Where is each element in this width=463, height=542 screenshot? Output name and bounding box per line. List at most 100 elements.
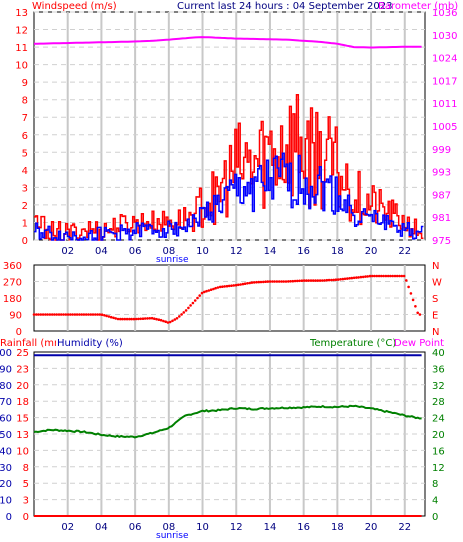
dir-tick-label: 180 bbox=[3, 294, 22, 305]
direction-point bbox=[57, 313, 61, 316]
panel3-rain-axis: 0 3 5 8 10 13 15 18 20 23 25 bbox=[16, 348, 29, 523]
x-tick-label: 12 bbox=[230, 522, 243, 533]
humidity-tick-label: 40 bbox=[0, 446, 12, 457]
x-tick-label: 22 bbox=[398, 246, 411, 257]
direction-point bbox=[37, 313, 40, 316]
direction-point bbox=[361, 275, 365, 279]
panel3-title-temperature: Temperature (°C) bbox=[309, 338, 396, 349]
x-tick-label: 06 bbox=[129, 246, 142, 257]
direction-point bbox=[330, 278, 333, 282]
barometer-line bbox=[33, 36, 422, 49]
direction-point bbox=[368, 274, 372, 278]
direction-point bbox=[155, 317, 158, 321]
direction-point bbox=[355, 276, 358, 279]
x-tick-label: 08 bbox=[162, 246, 175, 257]
direction-point bbox=[357, 276, 360, 279]
compass-tick-label: E bbox=[432, 311, 438, 322]
direction-point bbox=[262, 280, 265, 284]
direction-point bbox=[123, 317, 127, 321]
direction-point bbox=[41, 313, 45, 316]
x-tick-label: 10 bbox=[196, 522, 209, 533]
direction-point bbox=[112, 316, 115, 320]
direction-point bbox=[259, 280, 263, 284]
panel1-title-center: Current last 24 hours : 04 September 202… bbox=[177, 1, 393, 12]
direction-point bbox=[359, 275, 363, 279]
direction-point bbox=[189, 304, 192, 307]
panel3-grid bbox=[34, 352, 425, 516]
direction-point bbox=[268, 280, 272, 283]
humidity-tick-label: 70 bbox=[0, 397, 12, 408]
panel-rain-humidity-temp: 0102030405060708090100 03581013151820232… bbox=[0, 338, 445, 541]
direction-point bbox=[146, 317, 149, 320]
direction-point bbox=[384, 274, 388, 278]
rain-tick-label: 0 bbox=[23, 512, 29, 523]
direction-point bbox=[198, 294, 201, 297]
dir-tick-label: 270 bbox=[3, 278, 22, 289]
humidity-tick-label: 20 bbox=[0, 479, 12, 490]
direction-point bbox=[407, 285, 410, 289]
left-tick-label: 3 bbox=[22, 183, 28, 194]
direction-point bbox=[116, 317, 120, 321]
direction-point bbox=[80, 313, 83, 316]
direction-point bbox=[252, 281, 256, 284]
dir-tick-label: 90 bbox=[9, 311, 22, 322]
direction-point bbox=[62, 313, 65, 316]
x-tick-label: 20 bbox=[365, 246, 378, 257]
x-tick-label: 20 bbox=[365, 522, 378, 533]
left-tick-label: 9 bbox=[22, 78, 28, 89]
direction-point bbox=[343, 277, 347, 281]
temp-tick-label: 24 bbox=[432, 414, 445, 425]
direction-point bbox=[218, 285, 222, 289]
direction-point bbox=[366, 275, 370, 278]
x-tick-label: 06 bbox=[129, 522, 142, 533]
direction-point bbox=[128, 317, 131, 321]
left-tick-label: 2 bbox=[22, 201, 28, 212]
direction-point bbox=[393, 274, 397, 278]
direction-point bbox=[318, 279, 322, 282]
direction-point bbox=[180, 313, 183, 316]
direction-point bbox=[168, 320, 172, 324]
direction-point bbox=[69, 313, 72, 316]
direction-point bbox=[109, 315, 113, 319]
x-tick-label: 16 bbox=[297, 246, 310, 257]
direction-point bbox=[248, 281, 251, 285]
panel1-series bbox=[33, 36, 424, 241]
rain-tick-label: 5 bbox=[23, 479, 29, 490]
direction-point bbox=[309, 279, 313, 282]
left-tick-label: 6 bbox=[22, 131, 28, 142]
direction-point bbox=[141, 317, 145, 321]
direction-point bbox=[187, 306, 190, 310]
direction-point bbox=[348, 277, 351, 280]
direction-point bbox=[402, 274, 406, 278]
rain-tick-label: 15 bbox=[16, 414, 29, 425]
direction-point bbox=[153, 317, 156, 321]
compass-tick-label: S bbox=[432, 294, 438, 305]
direction-point bbox=[209, 288, 213, 292]
direction-point bbox=[143, 317, 147, 320]
direction-point bbox=[339, 278, 342, 281]
direction-point bbox=[221, 285, 224, 289]
direction-point bbox=[32, 313, 36, 316]
right-tick-label: 1036 bbox=[432, 8, 457, 19]
direction-point bbox=[239, 283, 242, 286]
direction-point bbox=[98, 313, 102, 316]
direction-point bbox=[107, 315, 111, 318]
panel1-title-left: Windspeed (m/s) bbox=[32, 1, 117, 12]
direction-point bbox=[323, 279, 326, 282]
right-tick-label: 999 bbox=[432, 145, 451, 156]
x-tick-label: 14 bbox=[264, 522, 277, 533]
direction-point bbox=[35, 313, 38, 316]
direction-point bbox=[273, 280, 276, 283]
direction-point bbox=[411, 298, 415, 302]
direction-point bbox=[346, 277, 349, 280]
temp-tick-label: 12 bbox=[432, 463, 445, 474]
direction-point bbox=[139, 317, 142, 321]
direction-point bbox=[255, 280, 258, 284]
direction-point bbox=[134, 317, 138, 321]
direction-point bbox=[305, 279, 308, 282]
right-tick-label: 981 bbox=[432, 213, 451, 224]
direction-point bbox=[214, 286, 217, 290]
direction-point bbox=[48, 313, 52, 316]
direction-point bbox=[46, 313, 49, 316]
